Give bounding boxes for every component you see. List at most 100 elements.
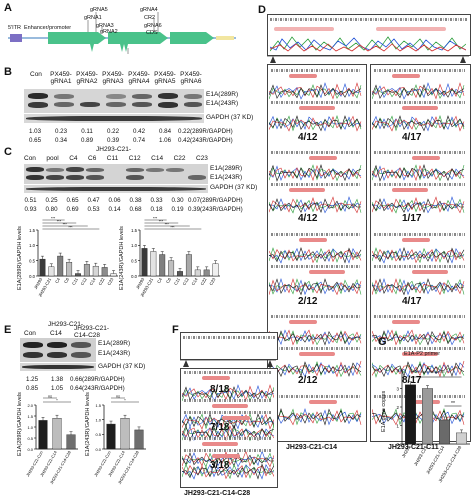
trace [269,407,362,426]
trace [372,196,465,214]
trace [372,115,465,132]
y-tick-label: 0.0 [131,274,137,279]
y-tick-label: 0.5 [27,436,33,441]
category-label: C23 [208,276,217,286]
y-tick-label: 2 [397,405,400,410]
bar [405,384,416,445]
trace [269,115,362,132]
y-tick-label: 0.0 [95,447,101,452]
bar [185,254,192,277]
trace [372,163,465,182]
f-connector [180,359,276,367]
y-tick-label: 0.5 [95,432,101,437]
lane-e-c14: C14 [50,330,62,337]
trace [269,198,362,213]
trace [269,278,362,296]
panel-b-label: B [4,66,12,78]
chromatogram-track [269,150,363,184]
chromatogram-track [269,394,363,428]
cr2-label: CR2 [144,15,156,21]
significance-label: * [427,367,429,373]
trace [372,198,465,214]
bar [456,432,467,445]
y-tick-label: 1.0 [95,417,101,422]
grna3-label: gRNA3 [96,23,114,29]
panel-b-row1: 1.03 0.23 0.11 0.22 0.42 0.84 0.22(289R/GAPDH) [28,128,233,135]
grna2-label: gRNA2 [100,29,118,35]
tail-box [216,36,234,40]
chromatogram-track [182,448,274,482]
y-tick-label: 1.0 [29,243,35,248]
category-label: C4 [156,276,163,284]
y-tick-label: 1.5 [27,414,33,419]
significance-label: * [124,398,126,402]
trace [269,247,362,264]
blot-b-gapdh [24,114,204,123]
significance-label: *** [165,223,170,227]
trace [372,329,465,346]
chart-e2: 0.00.51.01.5JH293-C21-ConJH293-C21-C14JH… [93,394,146,485]
trace [269,115,362,132]
panel-g-label: G [378,336,387,348]
y-tick-label: 1.5 [95,403,101,408]
trace [269,360,362,378]
g-title: E1A-P2 primer [404,351,441,357]
category-label: C22 [97,276,106,286]
d-left-ratio-3: 2/12 [298,296,318,307]
trace [372,278,465,296]
bar [52,418,62,450]
blot-b-e1a [24,89,204,113]
f-ratio-2: 7/18 [210,422,230,433]
significance-label: *** [68,226,73,230]
bar [134,429,144,450]
lane-b-g5: PX459-gRNA5 [154,71,176,85]
d-connector [267,55,469,63]
bar [66,262,73,277]
band-e-243: E1A(243R) [98,350,131,357]
significance-label: *** [170,226,175,230]
panel-e-label: E [4,324,12,336]
panel-b-row2: 0.65 0.34 0.89 0.39 0.74 1.06 0.42(243R/GAPDH) [28,137,233,144]
trace [269,82,362,100]
panel-c-lanes: Con pool C4 C6 C11 C12 C14 C22 C23 [24,155,208,162]
d-right-ratio-1: 4/17 [402,132,422,143]
y-tick-label: 0.0 [29,274,35,279]
trace [269,329,362,346]
trace [372,247,465,264]
y-tick-label: 0.5 [29,258,35,263]
trace [372,82,465,100]
chromatogram-track [372,182,467,216]
trace [372,278,465,296]
band-c-gapdh: GAPDH (37 KD) [210,184,258,191]
d-right-ratio-3: 4/17 [402,296,422,307]
itr-box [10,34,22,42]
d-caption-left: JH293-C21-C14 [286,444,337,451]
significance-label: *** [63,223,68,227]
panel-e-row2: 0.85 1.05 0.64(243R/GAPDH) [25,385,125,392]
chromatogram-track [182,410,274,444]
category-label: C4 [54,276,61,284]
significance-label: *** [153,217,158,221]
d-caption-right: JH293-C21-C11 [388,444,439,451]
band-b-243: E1A(243R) [206,100,239,107]
trace [372,198,465,213]
blot-e-gapdh [20,363,96,371]
trace [269,247,362,264]
chromatogram-track [182,370,274,404]
trace [269,407,362,426]
trace [372,164,465,182]
chromatogram-track [269,68,363,102]
f-ref-box [180,332,278,360]
panel-c-title: JH293-C21- [96,146,132,153]
significance-label: ns [48,394,52,398]
lane-b-g1: PX459-gRNA1 [50,71,72,85]
trace [269,329,362,346]
trace [269,330,362,346]
blot-e-e1a [20,338,96,362]
bar [159,254,166,277]
trace [372,247,465,264]
chromatogram-track [269,182,363,216]
category-label: C6 [165,276,172,284]
chromatogram-track [372,232,467,266]
trace [372,329,465,346]
